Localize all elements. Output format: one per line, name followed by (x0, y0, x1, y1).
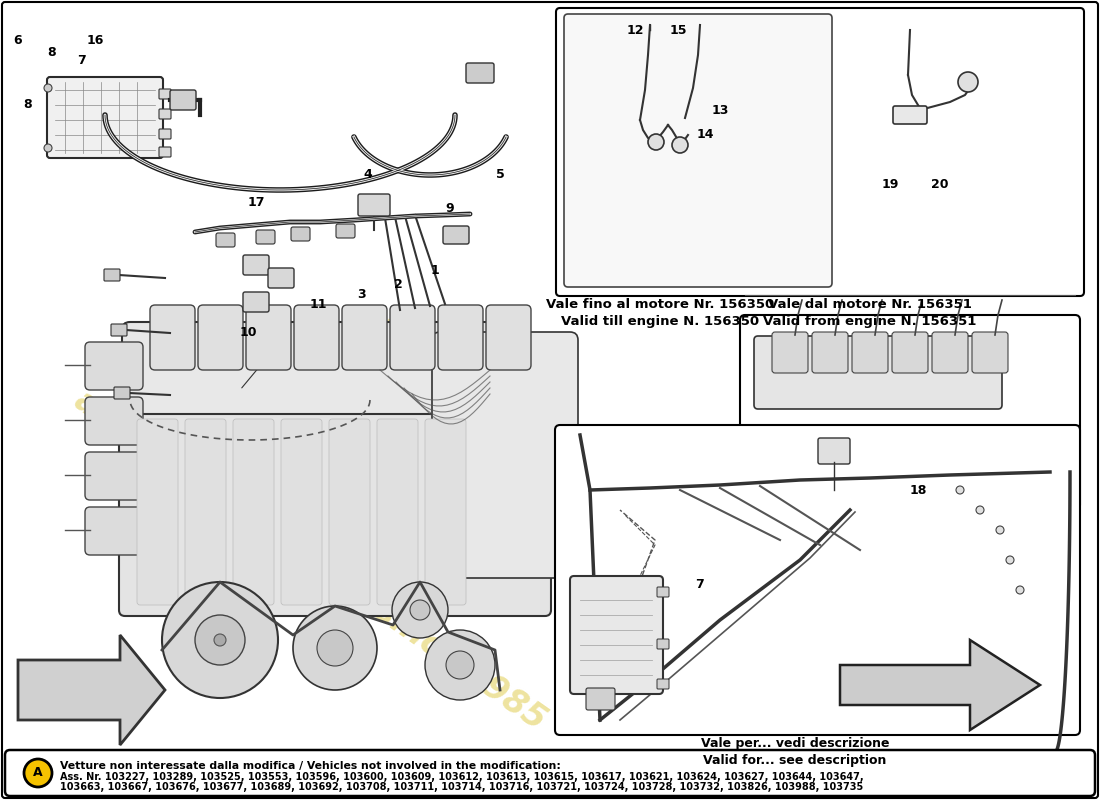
FancyBboxPatch shape (932, 332, 968, 373)
Circle shape (410, 600, 430, 620)
Polygon shape (18, 635, 165, 745)
Circle shape (293, 606, 377, 690)
FancyBboxPatch shape (390, 305, 435, 370)
Circle shape (976, 506, 984, 514)
FancyBboxPatch shape (336, 224, 355, 238)
Text: 8: 8 (47, 46, 56, 58)
Circle shape (1016, 586, 1024, 594)
Text: Vale dal motore Nr. 156351
Valid from engine N. 156351: Vale dal motore Nr. 156351 Valid from en… (763, 298, 977, 328)
Text: Vetture non interessate dalla modifica / Vehicles not involved in the modificati: Vetture non interessate dalla modifica /… (60, 761, 561, 771)
Text: 8: 8 (24, 98, 32, 111)
Circle shape (1006, 556, 1014, 564)
Text: 5: 5 (496, 169, 505, 182)
Text: 1: 1 (430, 263, 439, 277)
FancyBboxPatch shape (486, 305, 531, 370)
Text: 7: 7 (695, 578, 704, 591)
Text: 7: 7 (78, 54, 87, 66)
Text: a passion for parts since 1985: a passion for parts since 1985 (68, 383, 552, 737)
Text: 16: 16 (86, 34, 103, 46)
FancyBboxPatch shape (160, 89, 170, 99)
Circle shape (672, 137, 688, 153)
FancyBboxPatch shape (6, 750, 1094, 796)
FancyBboxPatch shape (216, 233, 235, 247)
Circle shape (195, 615, 245, 665)
FancyBboxPatch shape (85, 452, 143, 500)
FancyBboxPatch shape (342, 305, 387, 370)
FancyBboxPatch shape (772, 332, 808, 373)
FancyBboxPatch shape (160, 147, 170, 157)
FancyBboxPatch shape (292, 227, 310, 241)
Text: Ass. Nr. 103227, 103289, 103525, 103553, 103596, 103600, 103609, 103612, 103613,: Ass. Nr. 103227, 103289, 103525, 103553,… (60, 772, 864, 782)
FancyBboxPatch shape (852, 332, 888, 373)
FancyBboxPatch shape (818, 438, 850, 464)
FancyBboxPatch shape (104, 269, 120, 281)
Text: 9: 9 (446, 202, 454, 214)
Text: 6: 6 (13, 34, 22, 46)
FancyBboxPatch shape (198, 305, 243, 370)
FancyBboxPatch shape (185, 419, 226, 605)
Circle shape (162, 582, 278, 698)
FancyBboxPatch shape (268, 268, 294, 288)
FancyBboxPatch shape (47, 77, 163, 158)
Text: 4: 4 (364, 169, 373, 182)
FancyBboxPatch shape (122, 322, 528, 458)
FancyBboxPatch shape (85, 342, 143, 390)
Text: 2: 2 (394, 278, 403, 291)
Circle shape (392, 582, 448, 638)
FancyBboxPatch shape (280, 419, 322, 605)
Text: Vale fino al motore Nr. 156350
Valid till engine N. 156350: Vale fino al motore Nr. 156350 Valid til… (546, 298, 774, 328)
FancyBboxPatch shape (438, 305, 483, 370)
FancyBboxPatch shape (294, 305, 339, 370)
FancyBboxPatch shape (246, 305, 292, 370)
FancyBboxPatch shape (114, 387, 130, 399)
Circle shape (317, 630, 353, 666)
Circle shape (446, 651, 474, 679)
FancyBboxPatch shape (138, 419, 178, 605)
Text: 3: 3 (358, 289, 366, 302)
FancyBboxPatch shape (466, 63, 494, 83)
FancyBboxPatch shape (570, 576, 663, 694)
FancyBboxPatch shape (556, 8, 1084, 296)
Circle shape (956, 486, 964, 494)
FancyBboxPatch shape (893, 106, 927, 124)
FancyBboxPatch shape (243, 292, 270, 312)
Text: 19: 19 (881, 178, 899, 191)
FancyBboxPatch shape (119, 414, 551, 616)
FancyBboxPatch shape (892, 332, 928, 373)
FancyBboxPatch shape (170, 90, 196, 110)
Polygon shape (840, 640, 1040, 730)
Text: 14: 14 (696, 129, 714, 142)
Circle shape (44, 144, 52, 152)
Circle shape (24, 759, 52, 787)
Circle shape (214, 634, 225, 646)
Circle shape (648, 134, 664, 150)
FancyBboxPatch shape (256, 230, 275, 244)
FancyBboxPatch shape (233, 419, 274, 605)
FancyBboxPatch shape (972, 332, 1008, 373)
Text: 20: 20 (932, 178, 948, 191)
FancyBboxPatch shape (160, 129, 170, 139)
FancyBboxPatch shape (812, 332, 848, 373)
Text: 103663, 103667, 103676, 103677, 103689, 103692, 103708, 103711, 103714, 103716, : 103663, 103667, 103676, 103677, 103689, … (60, 782, 864, 792)
FancyBboxPatch shape (329, 419, 370, 605)
Text: 15: 15 (669, 23, 686, 37)
Circle shape (996, 526, 1004, 534)
Text: a passion for parts since 1985: a passion for parts since 1985 (378, 303, 862, 657)
FancyBboxPatch shape (740, 315, 1080, 510)
FancyBboxPatch shape (443, 226, 469, 244)
Text: Vale per... vedi descrizione
Valid for... see description: Vale per... vedi descrizione Valid for..… (701, 737, 889, 767)
Circle shape (425, 630, 495, 700)
FancyBboxPatch shape (432, 332, 578, 578)
Circle shape (44, 84, 52, 92)
FancyBboxPatch shape (657, 639, 669, 649)
Text: 17: 17 (248, 195, 265, 209)
FancyBboxPatch shape (160, 109, 170, 119)
FancyBboxPatch shape (85, 507, 143, 555)
Text: 12: 12 (626, 23, 644, 37)
FancyBboxPatch shape (377, 419, 418, 605)
Circle shape (958, 72, 978, 92)
FancyBboxPatch shape (111, 324, 126, 336)
Text: 13: 13 (712, 103, 728, 117)
FancyBboxPatch shape (358, 194, 390, 216)
